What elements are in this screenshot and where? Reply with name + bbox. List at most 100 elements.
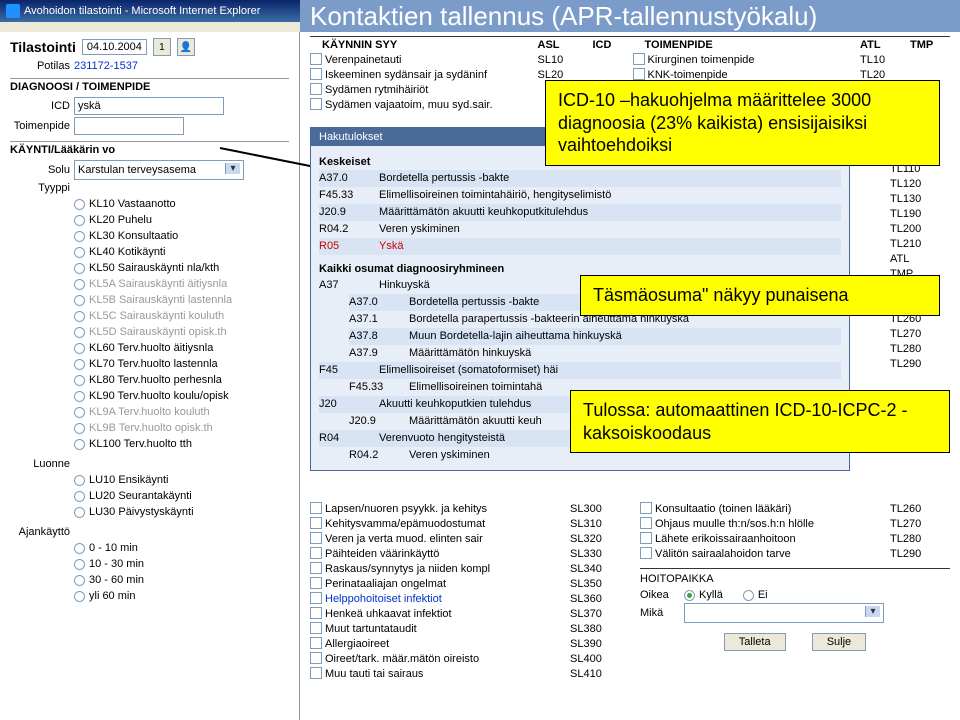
list-item[interactable]: Välitön sairaalahoidon tarveTL290 bbox=[640, 547, 950, 562]
list-item[interactable]: Ohjaus muulle th:n/sos.h:n hlölleTL270 bbox=[640, 517, 950, 532]
icd-input[interactable] bbox=[74, 97, 224, 115]
oikea-label: Oikea bbox=[640, 589, 680, 601]
list-item[interactable]: Lähete erikoissairaanhoitoonTL280 bbox=[640, 532, 950, 547]
col-syy: KÄYNNIN SYY bbox=[322, 39, 538, 51]
tyyppi-radio-list: KL10 VastaanottoKL20 PuheluKL30 Konsulta… bbox=[74, 196, 289, 452]
col-icd: ICD bbox=[593, 39, 633, 51]
tyyppi-KL5A: KL5A Sairauskäynti äitiysnla bbox=[74, 276, 289, 292]
ie-icon bbox=[6, 4, 20, 18]
tyyppi-KL9B: KL9B Terv.huolto opisk.th bbox=[74, 420, 289, 436]
page-title: Tilastointi bbox=[10, 39, 76, 55]
tyyppi-KL10[interactable]: KL10 Vastaanotto bbox=[74, 196, 289, 212]
patient-id-link[interactable]: 231172-1537 bbox=[74, 60, 138, 72]
ajan-0[interactable]: 0 - 10 min bbox=[74, 540, 289, 556]
person-icon[interactable]: 👤 bbox=[177, 38, 195, 56]
list-item[interactable]: Perinataaliajan ongelmatSL350 bbox=[310, 577, 630, 592]
oikea-kylla-radio[interactable] bbox=[684, 590, 695, 601]
luonne-LU30[interactable]: LU30 Päivystyskäynti bbox=[74, 504, 289, 520]
icd-label: ICD bbox=[10, 100, 70, 112]
tyyppi-KL30[interactable]: KL30 Konsultaatio bbox=[74, 228, 289, 244]
tyyppi-KL90[interactable]: KL90 Terv.huolto koulu/opisk bbox=[74, 388, 289, 404]
date-field[interactable]: 04.10.2004 bbox=[82, 39, 147, 55]
tyyppi-KL20[interactable]: KL20 Puhelu bbox=[74, 212, 289, 228]
hoitopaikka-title: HOITOPAIKKA bbox=[640, 573, 950, 585]
list-item[interactable]: Konsultaatio (toinen lääkäri)TL260 bbox=[640, 502, 950, 517]
diag-section-header: DIAGNOOSI / TOIMENPIDE bbox=[10, 78, 289, 95]
ajan-3[interactable]: yli 60 min bbox=[74, 588, 289, 604]
list-item[interactable]: Muu tauti tai sairausSL410 bbox=[310, 667, 630, 682]
tl-code: ATL bbox=[890, 252, 950, 267]
tyyppi-KL9A: KL9A Terv.huolto kouluth bbox=[74, 404, 289, 420]
list-item[interactable]: AllergiaoireetSL390 bbox=[310, 637, 630, 652]
result-row[interactable]: A37.8Muun Bordetella-lajin aiheuttama hi… bbox=[349, 328, 841, 345]
luonne-LU10[interactable]: LU10 Ensikäynti bbox=[74, 472, 289, 488]
callout-2: Täsmäosuma" näkyy punaisena bbox=[580, 275, 940, 316]
tyyppi-KL50[interactable]: KL50 Sairauskäynti nla/kth bbox=[74, 260, 289, 276]
solu-label: Solu bbox=[10, 164, 70, 176]
result-row[interactable]: F45.33Elimellisoireinen toimintahäiriö, … bbox=[319, 187, 841, 204]
mika-label: Mikä bbox=[640, 607, 680, 619]
list-item[interactable]: Lapsen/nuoren psyykk. ja kehitysSL300 bbox=[310, 502, 630, 517]
tyyppi-KL80[interactable]: KL80 Terv.huolto perhesnla bbox=[74, 372, 289, 388]
tyyppi-label: Tyyppi bbox=[10, 182, 70, 194]
ajan-2[interactable]: 30 - 60 min bbox=[74, 572, 289, 588]
list-item[interactable]: Kehitysvamma/epämuodostumatSL310 bbox=[310, 517, 630, 532]
tyyppi-KL100[interactable]: KL100 Terv.huolto tth bbox=[74, 436, 289, 452]
page-banner: Kontaktien tallennus (APR-tallennustyöka… bbox=[300, 0, 960, 32]
luonne-LU20[interactable]: LU20 Seurantakäynti bbox=[74, 488, 289, 504]
tyyppi-KL5B: KL5B Sairauskäynti lastennla bbox=[74, 292, 289, 308]
tl-code: TL200 bbox=[890, 222, 950, 237]
col-atl: ATL bbox=[860, 39, 910, 51]
right-lower-section: Konsultaatio (toinen lääkäri)TL260Ohjaus… bbox=[640, 502, 950, 651]
tl-code: TL290 bbox=[890, 357, 950, 372]
list-item[interactable]: Veren ja verta muod. elinten sairSL320 bbox=[310, 532, 630, 547]
lower-list: Lapsen/nuoren psyykk. ja kehitysSL300Keh… bbox=[310, 502, 630, 682]
luonne-radio-list: LU10 EnsikäyntiLU20 SeurantakäyntiLU30 P… bbox=[74, 472, 289, 520]
col-toim: TOIMENPIDE bbox=[645, 39, 861, 51]
list-item[interactable]: Henkeä uhkaavat infektiotSL370 bbox=[310, 607, 630, 622]
ajan-label: Ajankäyttö bbox=[10, 526, 70, 538]
tyyppi-KL5C: KL5C Sairauskäynti kouluth bbox=[74, 308, 289, 324]
calendar-icon[interactable]: 1 bbox=[153, 38, 171, 56]
mika-select[interactable] bbox=[684, 603, 884, 623]
list-item[interactable]: Muut tartuntatauditSL380 bbox=[310, 622, 630, 637]
tl-code: TL130 bbox=[890, 192, 950, 207]
tyyppi-KL5D: KL5D Sairauskäynti opisk.th bbox=[74, 324, 289, 340]
result-row[interactable]: R05Yskä bbox=[319, 238, 841, 255]
potilas-label: Potilas bbox=[10, 60, 70, 72]
result-row[interactable]: R04.2Veren yskiminen bbox=[319, 221, 841, 238]
window-title: Avohoidon tilastointi - Microsoft Intern… bbox=[24, 5, 260, 17]
callout-3: Tulossa: automaattinen ICD-10-ICPC-2 - k… bbox=[570, 390, 950, 453]
tyyppi-KL40[interactable]: KL40 Kotikäynti bbox=[74, 244, 289, 260]
solu-select[interactable]: Karstulan terveysasema bbox=[74, 160, 244, 180]
tl-code: TL120 bbox=[890, 177, 950, 192]
result-row[interactable]: F45Elimellisoireiset (somatoformiset) hä… bbox=[319, 362, 841, 379]
tyyppi-KL60[interactable]: KL60 Terv.huolto äitiysnla bbox=[74, 340, 289, 356]
tl-code: TL280 bbox=[890, 342, 950, 357]
tl-code: TL210 bbox=[890, 237, 950, 252]
toimenpide-input[interactable] bbox=[74, 117, 184, 135]
kaikki-title: Kaikki osumat diagnoosiryhmineen bbox=[319, 263, 841, 275]
kaynti-section-header: KÄYNTI/Lääkärin vo bbox=[10, 141, 289, 158]
ajan-radio-list: 0 - 10 min10 - 30 min30 - 60 minyli 60 m… bbox=[74, 540, 289, 604]
list-item[interactable]: Raskaus/synnytys ja niiden komplSL340 bbox=[310, 562, 630, 577]
tl-code: TL190 bbox=[890, 207, 950, 222]
col-tmp: TMP bbox=[910, 39, 950, 51]
oikea-ei-radio[interactable] bbox=[743, 590, 754, 601]
tl-code: TL270 bbox=[890, 327, 950, 342]
result-row[interactable]: A37.9Määrittämätön hinkuyskä bbox=[349, 345, 841, 362]
talleta-button[interactable]: Talleta bbox=[724, 633, 786, 651]
sulje-button[interactable]: Sulje bbox=[812, 633, 866, 651]
col-asl: ASL bbox=[538, 39, 593, 51]
list-item[interactable]: Päihteiden väärinkäyttöSL330 bbox=[310, 547, 630, 562]
callout-1: ICD-10 –hakuohjelma määrittelee 3000 dia… bbox=[545, 80, 940, 166]
result-row[interactable]: A37.0Bordetella pertussis -bakte bbox=[319, 170, 841, 187]
ajan-1[interactable]: 10 - 30 min bbox=[74, 556, 289, 572]
list-item[interactable]: Helppohoitoiset infektiotSL360 bbox=[310, 592, 630, 607]
tl-code-column: TL110TL120TL130TL190TL200TL210ATLTMPTL24… bbox=[890, 162, 950, 372]
result-row[interactable]: J20.9Määrittämätön akuutti keuhkoputkitu… bbox=[319, 204, 841, 221]
table-row[interactable]: VerenpainetautiSL10Kirurginen toimenpide… bbox=[310, 53, 950, 68]
tyyppi-KL70[interactable]: KL70 Terv.huolto lastennla bbox=[74, 356, 289, 372]
list-item[interactable]: Oireet/tark. määr.mätön oireistoSL400 bbox=[310, 652, 630, 667]
luonne-label: Luonne bbox=[10, 458, 70, 470]
